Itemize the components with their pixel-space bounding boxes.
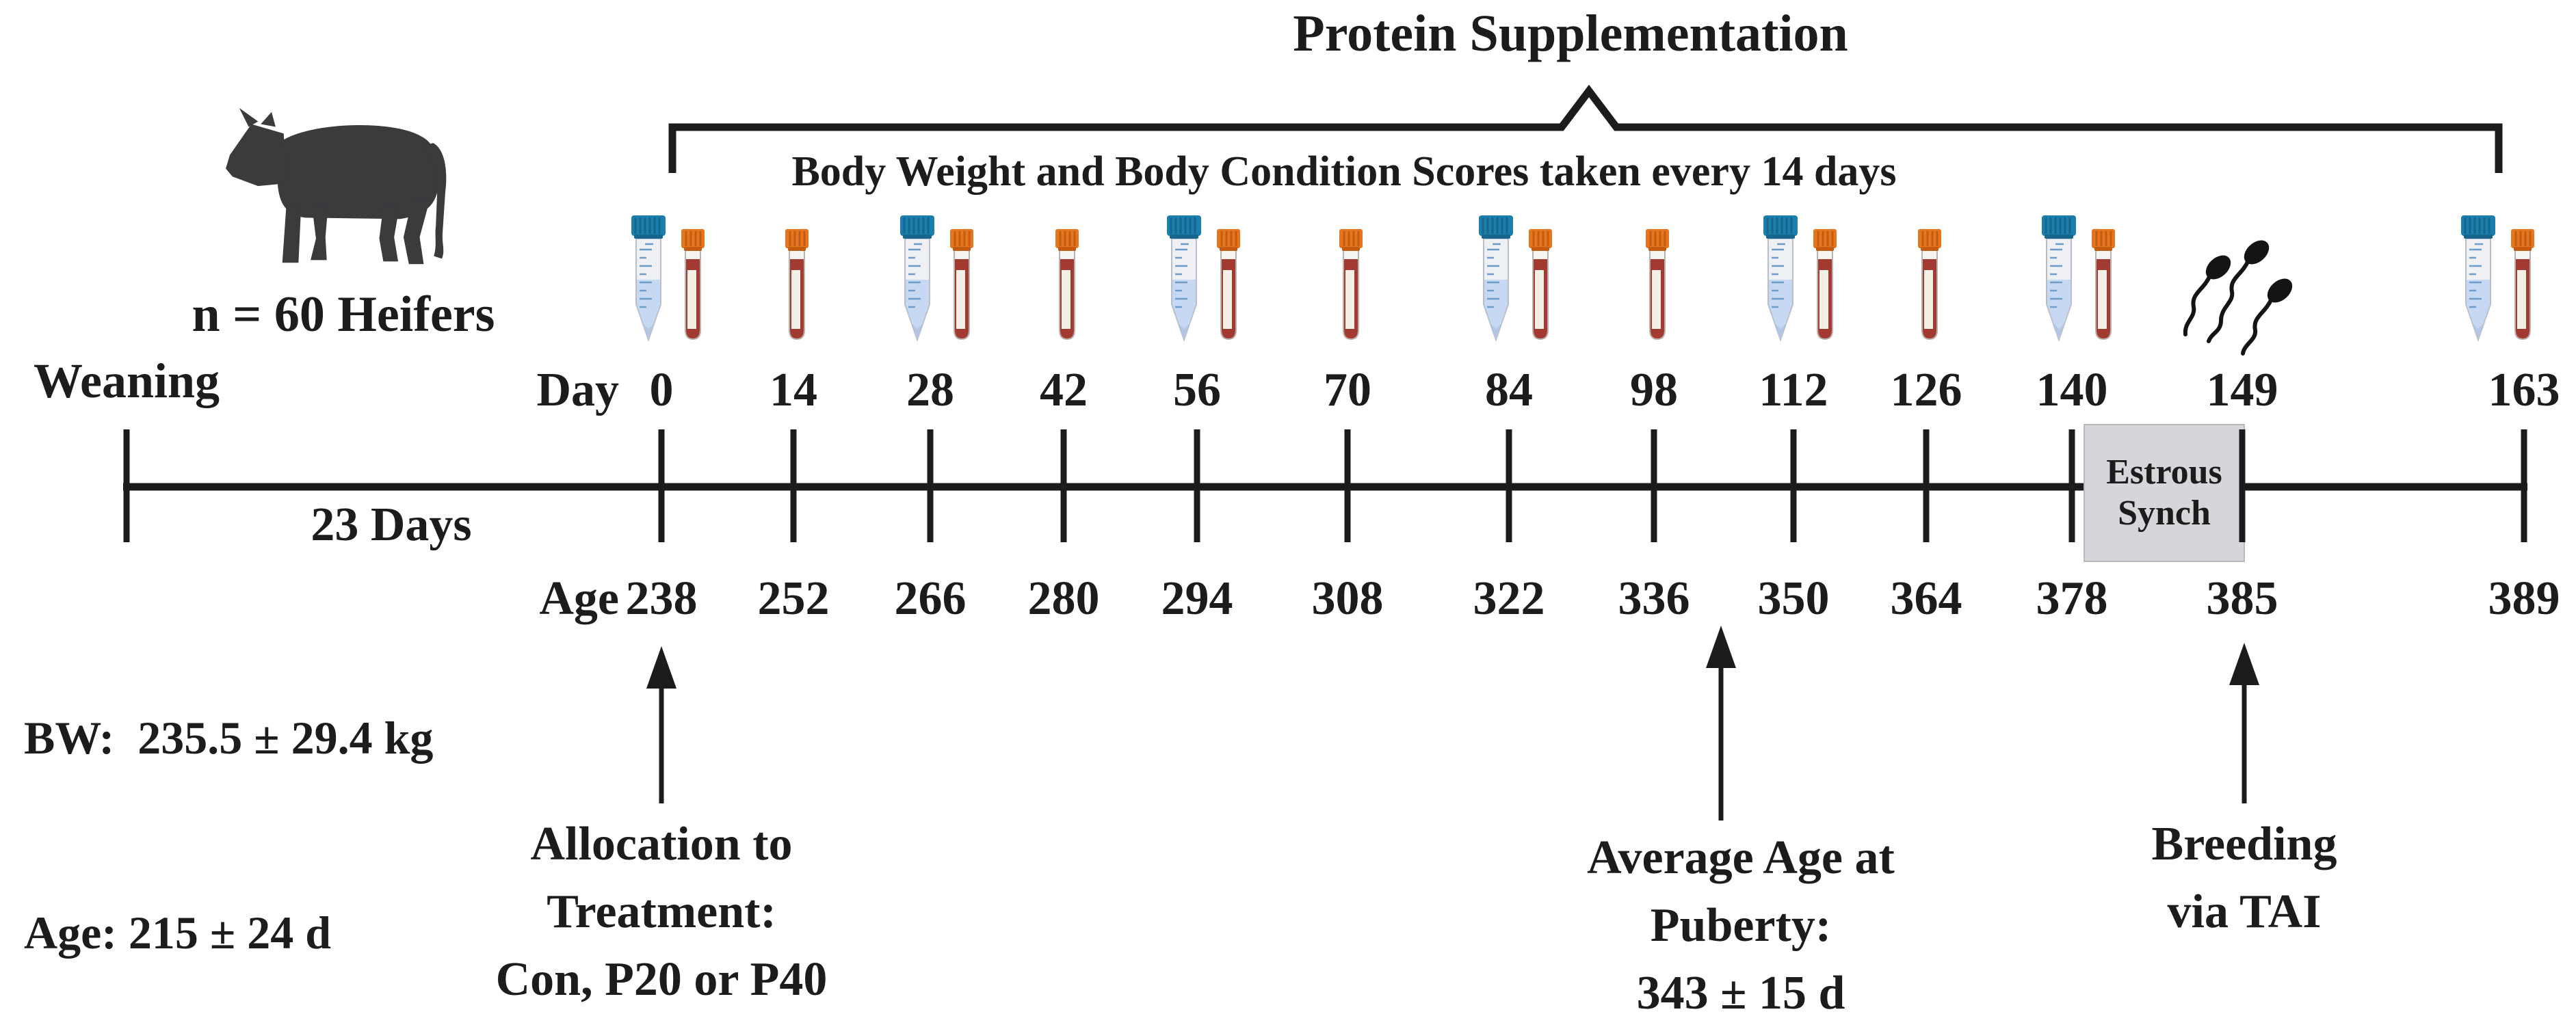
blood-tube-icon <box>1915 228 1944 346</box>
blood-tube-icon <box>1337 228 1365 346</box>
baseline-bodyweight: BW: 235.5 ± 29.4 kg <box>24 712 434 764</box>
age-number-350: 350 <box>1757 572 1830 625</box>
sperm-icon <box>2179 228 2299 361</box>
blood-tube-icon <box>679 228 707 346</box>
allocation-line1: Allocation to <box>530 818 793 870</box>
estrous-synch-line1: Estrous <box>2106 453 2222 492</box>
allocation-arrow <box>646 646 676 803</box>
baseline-age: Age: 215 ± 24 d <box>24 907 332 959</box>
age-number-385: 385 <box>2206 572 2278 625</box>
falcon-tube-icon <box>1475 214 1517 349</box>
blood-tube-icon <box>1053 228 1081 346</box>
allocation-line2: Treatment: <box>547 885 776 938</box>
day-axis-label: Day <box>536 364 619 416</box>
day-number-14: 14 <box>770 364 817 416</box>
cohort-count-label: n = 60 Heifers <box>192 286 495 343</box>
falcon-tube-icon <box>1163 214 1205 349</box>
age-number-378: 378 <box>2036 572 2108 625</box>
falcon-tube-icon <box>1759 214 1802 349</box>
age-number-266: 266 <box>894 572 967 625</box>
estrous-synch-line2: Synch <box>2118 494 2211 533</box>
puberty-arrow <box>1706 626 1736 821</box>
blood-tube-icon <box>947 228 976 346</box>
weaning-interval-label: 23 Days <box>311 498 472 551</box>
breeding-annotation: Breeding via TAI <box>1902 810 2576 946</box>
day-number-70: 70 <box>1324 364 1371 416</box>
puberty-line3: 343 ± 15 d <box>1636 967 1845 1019</box>
age-number-294: 294 <box>1161 572 1233 625</box>
puberty-line1: Average Age at <box>1587 831 1895 884</box>
blood-tube-icon <box>2089 228 2118 346</box>
puberty-annotation: Average Age at Puberty: 343 ± 15 d <box>1399 824 2083 1027</box>
breeding-line2: via TAI <box>2167 885 2322 938</box>
day-number-126: 126 <box>1890 364 1962 416</box>
falcon-tube-icon <box>2457 214 2499 349</box>
age-number-238: 238 <box>625 572 698 625</box>
day-number-0: 0 <box>649 364 674 416</box>
day-number-140: 140 <box>2036 364 2108 416</box>
age-number-308: 308 <box>1311 572 1384 625</box>
age-number-280: 280 <box>1027 572 1100 625</box>
blood-tube-icon <box>1643 228 1672 346</box>
age-number-336: 336 <box>1618 572 1690 625</box>
day-number-28: 28 <box>906 364 954 416</box>
day-number-149: 149 <box>2206 364 2278 416</box>
weaning-label: Weaning <box>33 354 220 408</box>
breeding-arrow <box>2229 643 2259 803</box>
falcon-tube-icon <box>2038 214 2080 349</box>
blood-tube-icon <box>783 228 811 346</box>
day-number-98: 98 <box>1630 364 1678 416</box>
age-number-252: 252 <box>757 572 830 625</box>
puberty-line2: Puberty: <box>1650 899 1832 952</box>
blood-tube-icon <box>2508 228 2537 346</box>
blood-tube-icon <box>1811 228 1839 346</box>
day-number-84: 84 <box>1485 364 1533 416</box>
baseline-stats: BW: 235.5 ± 29.4 kg Age: 215 ± 24 d <box>24 576 433 1027</box>
day-number-56: 56 <box>1173 364 1221 416</box>
breeding-line1: Breeding <box>2151 818 2337 870</box>
allocation-line3: Con, P20 or P40 <box>495 953 828 1006</box>
age-number-389: 389 <box>2488 572 2560 625</box>
day-number-163: 163 <box>2488 364 2560 416</box>
blood-tube-icon <box>1526 228 1555 346</box>
estrous-synch-box: Estrous Synch <box>2084 424 2245 562</box>
falcon-tube-icon <box>627 214 670 349</box>
day-number-112: 112 <box>1759 364 1828 416</box>
allocation-annotation: Allocation to Treatment: Con, P20 or P40 <box>319 810 1003 1013</box>
cow-icon <box>218 104 454 278</box>
age-number-364: 364 <box>1890 572 1962 625</box>
falcon-tube-icon <box>896 214 938 349</box>
blood-tube-icon <box>1214 228 1243 346</box>
figure-title: Protein Supplementation <box>1293 5 1848 62</box>
age-number-322: 322 <box>1473 572 1545 625</box>
day-number-42: 42 <box>1040 364 1088 416</box>
age-axis-label: Age <box>539 572 619 625</box>
figure-subtitle: Body Weight and Body Condition Scores ta… <box>791 148 1897 195</box>
